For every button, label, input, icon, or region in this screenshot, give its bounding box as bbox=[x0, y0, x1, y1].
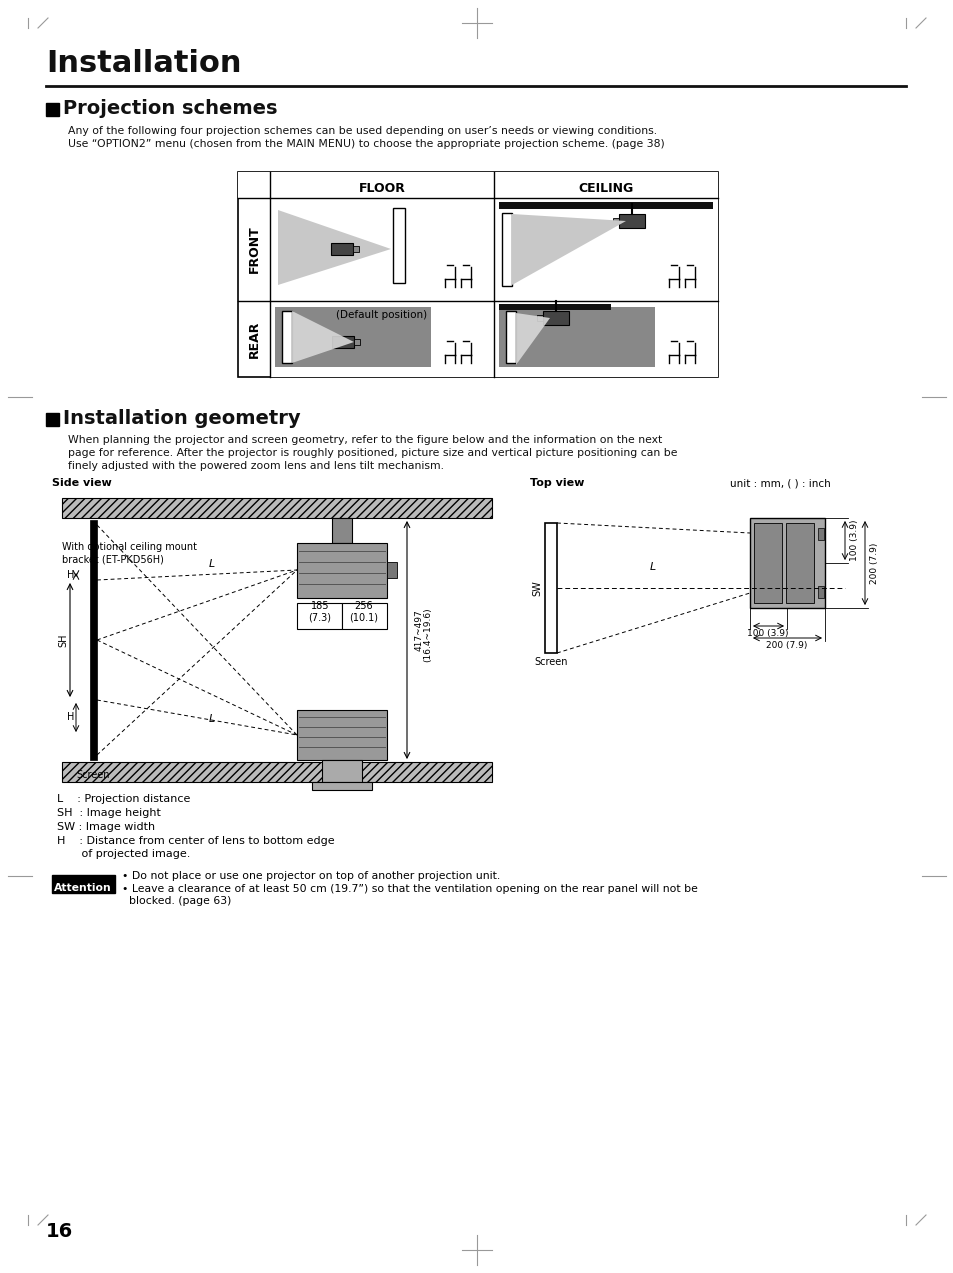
Text: 100 (3.9): 100 (3.9) bbox=[850, 519, 859, 560]
Bar bbox=[332, 336, 354, 348]
Bar bbox=[494, 199, 718, 300]
Text: SH: SH bbox=[58, 633, 68, 647]
Text: REAR: REAR bbox=[247, 321, 260, 358]
Text: • Do not place or use one projector on top of another projection unit.: • Do not place or use one projector on t… bbox=[122, 871, 499, 881]
Bar bbox=[505, 311, 516, 363]
Text: bracket (ET-PKD56H): bracket (ET-PKD56H) bbox=[62, 554, 164, 564]
Text: Any of the following four projection schemes can be used depending on user’s nee: Any of the following four projection sch… bbox=[68, 126, 657, 136]
Bar bbox=[237, 172, 718, 377]
Bar bbox=[613, 218, 618, 224]
Bar bbox=[52, 875, 115, 892]
Bar bbox=[270, 199, 494, 300]
Text: 185: 185 bbox=[311, 601, 329, 611]
Text: L    : Projection distance: L : Projection distance bbox=[57, 794, 191, 805]
Text: 256: 256 bbox=[355, 601, 373, 611]
Text: FLOOR: FLOOR bbox=[358, 182, 405, 196]
Text: SW : Image width: SW : Image width bbox=[57, 822, 155, 833]
Text: 200 (7.9): 200 (7.9) bbox=[765, 642, 807, 651]
Bar bbox=[753, 523, 781, 603]
Bar bbox=[537, 314, 542, 321]
Bar bbox=[62, 498, 492, 518]
Bar bbox=[237, 172, 718, 199]
Bar bbox=[331, 243, 353, 255]
Polygon shape bbox=[277, 210, 391, 285]
Text: 100 (3.9): 100 (3.9) bbox=[746, 629, 788, 638]
Text: unit : mm, ( ) : inch: unit : mm, ( ) : inch bbox=[729, 477, 830, 488]
Text: blocked. (page 63): blocked. (page 63) bbox=[122, 896, 232, 906]
Bar bbox=[296, 710, 387, 760]
Bar bbox=[274, 307, 431, 367]
Bar bbox=[393, 207, 405, 283]
Bar bbox=[341, 603, 387, 629]
Text: CEILING: CEILING bbox=[578, 182, 633, 196]
Text: H    : Distance from center of lens to bottom edge: H : Distance from center of lens to bott… bbox=[57, 836, 335, 847]
Bar bbox=[46, 412, 59, 426]
Bar bbox=[296, 544, 387, 598]
Text: • Leave a clearance of at least 50 cm (19.7”) so that the ventilation opening on: • Leave a clearance of at least 50 cm (1… bbox=[122, 883, 698, 894]
Text: of projected image.: of projected image. bbox=[57, 849, 191, 859]
Bar bbox=[618, 214, 644, 228]
Text: finely adjusted with the powered zoom lens and lens tilt mechanism.: finely adjusted with the powered zoom le… bbox=[68, 461, 443, 471]
Text: Top view: Top view bbox=[530, 477, 584, 488]
Bar bbox=[46, 103, 59, 116]
Text: (7.3): (7.3) bbox=[308, 612, 331, 622]
Text: H: H bbox=[67, 570, 74, 580]
Bar bbox=[498, 202, 712, 209]
Text: Projection schemes: Projection schemes bbox=[63, 99, 277, 118]
Text: With optional ceiling mount: With optional ceiling mount bbox=[62, 542, 196, 552]
Text: Screen: Screen bbox=[534, 657, 567, 667]
Text: 16: 16 bbox=[46, 1222, 73, 1241]
Bar bbox=[62, 763, 492, 782]
Bar bbox=[270, 300, 494, 377]
Bar bbox=[332, 518, 352, 544]
Text: Installation: Installation bbox=[46, 48, 241, 78]
Bar bbox=[387, 561, 396, 578]
Bar bbox=[312, 782, 372, 791]
Text: Attention: Attention bbox=[54, 883, 112, 892]
Bar bbox=[353, 246, 358, 252]
Text: 417~497: 417~497 bbox=[415, 608, 423, 651]
Text: page for reference. After the projector is roughly positioned, picture size and : page for reference. After the projector … bbox=[68, 448, 677, 458]
Text: SH  : Image height: SH : Image height bbox=[57, 808, 161, 819]
Text: SW: SW bbox=[532, 580, 541, 596]
Bar bbox=[749, 518, 824, 608]
Bar bbox=[498, 304, 610, 311]
Bar bbox=[498, 307, 655, 367]
Text: L: L bbox=[209, 714, 214, 724]
Text: When planning the projector and screen geometry, refer to the figure below and t: When planning the projector and screen g… bbox=[68, 435, 661, 446]
Polygon shape bbox=[292, 311, 354, 363]
Bar bbox=[282, 311, 292, 363]
Text: Use “OPTION2” menu (chosen from the MAIN MENU) to choose the appropriate project: Use “OPTION2” menu (chosen from the MAIN… bbox=[68, 139, 664, 149]
Bar bbox=[817, 528, 823, 540]
Bar bbox=[494, 300, 718, 377]
Text: FRONT: FRONT bbox=[247, 225, 260, 272]
Bar bbox=[296, 603, 341, 629]
Text: L: L bbox=[649, 561, 656, 572]
Text: Side view: Side view bbox=[52, 477, 112, 488]
Polygon shape bbox=[512, 214, 625, 285]
Text: Installation geometry: Installation geometry bbox=[63, 409, 300, 428]
Text: Screen: Screen bbox=[76, 770, 110, 780]
Text: H: H bbox=[67, 712, 74, 722]
Text: (Default position): (Default position) bbox=[336, 311, 427, 320]
Bar bbox=[501, 213, 512, 286]
Bar bbox=[322, 760, 361, 782]
Text: 200 (7.9): 200 (7.9) bbox=[869, 542, 879, 584]
Bar bbox=[785, 523, 813, 603]
Bar bbox=[817, 586, 823, 598]
Bar bbox=[90, 519, 97, 760]
Bar bbox=[237, 172, 718, 377]
Bar bbox=[542, 311, 568, 325]
Text: L: L bbox=[209, 559, 214, 569]
Text: (16.4~19.6): (16.4~19.6) bbox=[422, 607, 432, 662]
Polygon shape bbox=[516, 313, 550, 365]
Bar bbox=[544, 523, 557, 653]
Text: (10.1): (10.1) bbox=[349, 612, 378, 622]
Bar bbox=[354, 339, 359, 345]
